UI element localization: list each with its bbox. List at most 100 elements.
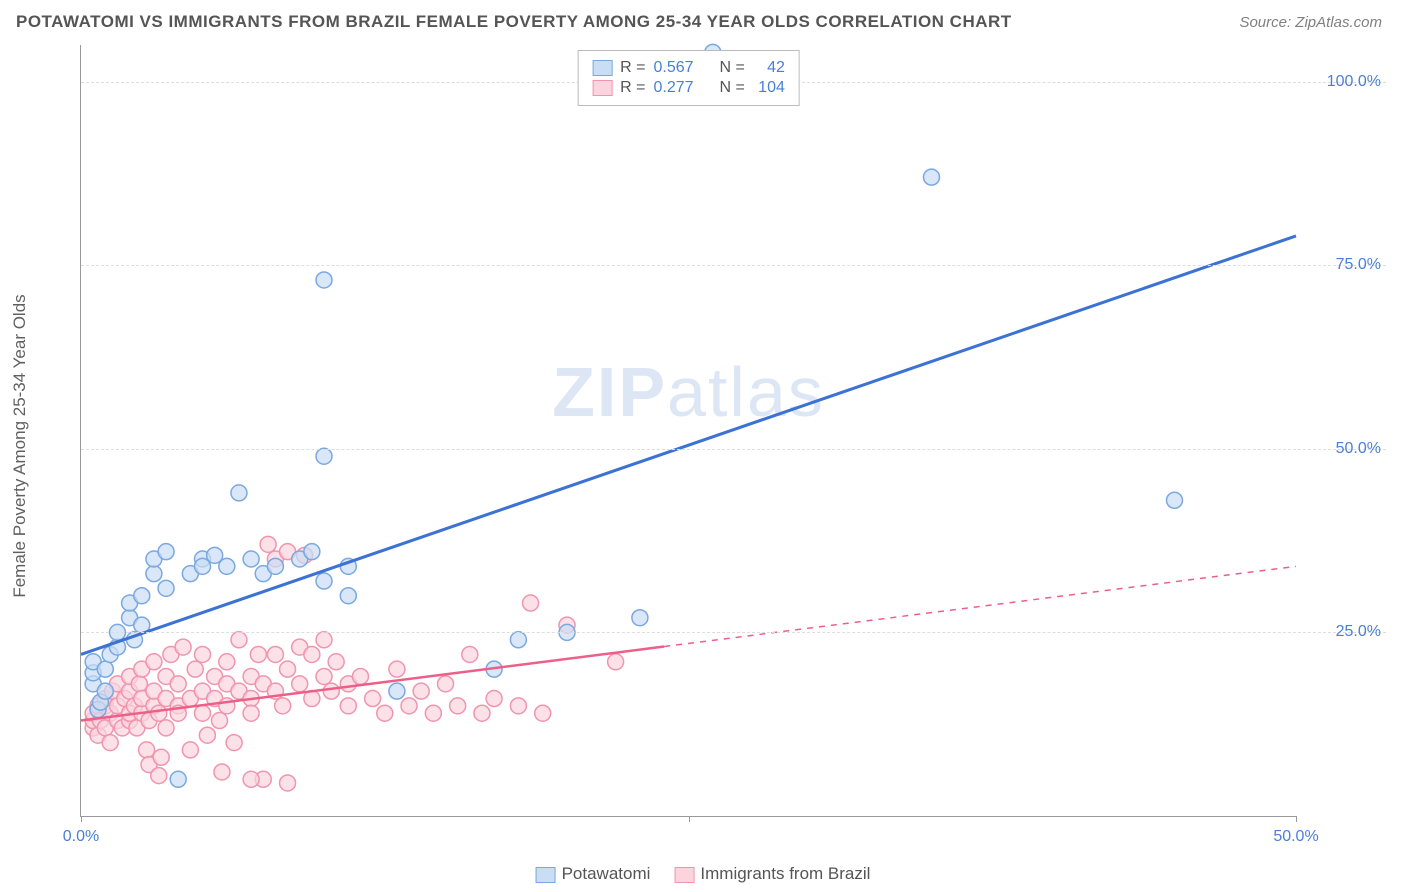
scatter-point (425, 705, 441, 721)
scatter-point (523, 595, 539, 611)
trend-line (81, 236, 1296, 655)
scatter-point (267, 558, 283, 574)
scatter-point (146, 654, 162, 670)
scatter-point (226, 735, 242, 751)
scatter-point (323, 683, 339, 699)
scatter-point (389, 661, 405, 677)
scatter-point (316, 632, 332, 648)
scatter-point (97, 683, 113, 699)
y-tick-label: 75.0% (1336, 256, 1381, 274)
scatter-point (231, 632, 247, 648)
scatter-point (389, 683, 405, 699)
scatter-point (219, 558, 235, 574)
legend-label: Immigrants from Brazil (700, 864, 870, 883)
scatter-point (275, 698, 291, 714)
legend-r-value: 0.567 (653, 59, 693, 77)
legend-swatch (592, 80, 612, 96)
scatter-point (146, 566, 162, 582)
scatter-point (474, 705, 490, 721)
x-tick-mark (689, 816, 690, 822)
legend-label: Potawatomi (562, 864, 651, 883)
x-tick-label: 50.0% (1273, 828, 1318, 846)
scatter-point (153, 749, 169, 765)
legend-statistics: R =0.567N =42R =0.277N =104 (577, 50, 800, 106)
scatter-point (158, 580, 174, 596)
scatter-point (231, 485, 247, 501)
scatter-point (219, 654, 235, 670)
scatter-point (250, 646, 266, 662)
legend-stat-row: R = 0.567 N = 42 (592, 59, 785, 77)
legend-swatch (536, 867, 556, 883)
scatter-point (352, 668, 368, 684)
scatter-point (316, 448, 332, 464)
scatter-point (260, 536, 276, 552)
scatter-point (97, 661, 113, 677)
scatter-point (316, 668, 332, 684)
scatter-point (243, 771, 259, 787)
legend-stat-row: R =0.277N =104 (592, 79, 785, 97)
scatter-point (292, 676, 308, 692)
legend-r-label: R = (620, 59, 645, 77)
scatter-point (175, 639, 191, 655)
plot-region: ZIPatlas R =0.567N =42R =0.277N =104 25.… (80, 45, 1296, 817)
y-axis-label: Female Poverty Among 25-34 Year Olds (10, 294, 30, 597)
scatter-point (195, 705, 211, 721)
scatter-point (214, 764, 230, 780)
scatter-point (151, 705, 167, 721)
scatter-point (304, 544, 320, 560)
scatter-point (212, 713, 228, 729)
scatter-point (170, 771, 186, 787)
scatter-point (365, 691, 381, 707)
scatter-point (413, 683, 429, 699)
scatter-point (243, 551, 259, 567)
scatter-point (608, 654, 624, 670)
scatter-point (340, 698, 356, 714)
scatter-point (243, 705, 259, 721)
chart-title: POTAWATOMI VS IMMIGRANTS FROM BRAZIL FEM… (16, 12, 1012, 32)
legend-item: Potawatomi (536, 864, 651, 884)
x-tick-mark (81, 816, 82, 822)
y-tick-label: 50.0% (1336, 440, 1381, 458)
scatter-plot-svg (81, 45, 1296, 816)
scatter-point (134, 588, 150, 604)
scatter-point (510, 632, 526, 648)
scatter-point (187, 661, 203, 677)
scatter-point (182, 742, 198, 758)
scatter-point (131, 676, 147, 692)
scatter-point (195, 646, 211, 662)
legend-n-value: 42 (753, 59, 785, 77)
source-attribution: Source: ZipAtlas.com (1239, 14, 1382, 31)
scatter-point (280, 661, 296, 677)
chart-area: Female Poverty Among 25-34 Year Olds ZIP… (50, 45, 1386, 847)
scatter-point (151, 768, 167, 784)
scatter-point (1167, 492, 1183, 508)
x-tick-label: 0.0% (63, 828, 99, 846)
legend-item: Immigrants from Brazil (674, 864, 870, 884)
trend-line-extrapolated (664, 566, 1296, 646)
legend-n-label: N = (720, 79, 745, 97)
y-tick-label: 25.0% (1336, 623, 1381, 641)
scatter-point (158, 544, 174, 560)
scatter-point (438, 676, 454, 692)
y-tick-label: 100.0% (1327, 73, 1381, 91)
legend-swatch (592, 60, 612, 76)
scatter-point (924, 169, 940, 185)
gridline (81, 265, 1386, 266)
scatter-point (510, 698, 526, 714)
scatter-point (340, 588, 356, 604)
scatter-point (267, 646, 283, 662)
scatter-point (280, 775, 296, 791)
legend-n-value: 104 (753, 79, 785, 97)
scatter-point (139, 742, 155, 758)
scatter-point (535, 705, 551, 721)
scatter-point (328, 654, 344, 670)
legend-r-label: R = (620, 79, 645, 97)
legend-n-label: N = (720, 59, 745, 77)
x-tick-mark (1296, 816, 1297, 822)
scatter-point (450, 698, 466, 714)
scatter-point (377, 705, 393, 721)
scatter-point (632, 610, 648, 626)
scatter-point (304, 646, 320, 662)
scatter-point (316, 573, 332, 589)
scatter-point (486, 691, 502, 707)
